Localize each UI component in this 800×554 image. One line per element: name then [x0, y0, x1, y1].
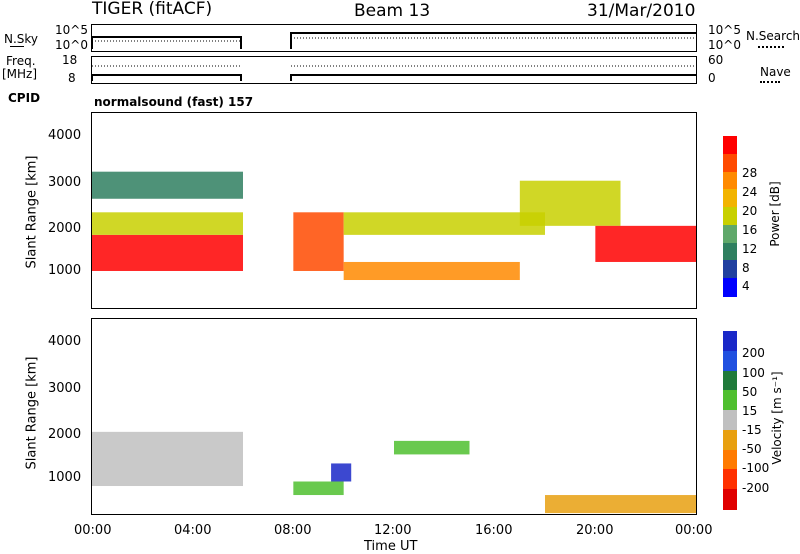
colorbar-segment [723, 260, 737, 279]
power-echo-region [92, 234, 243, 271]
vel-cb-tick-neg200: -200 [742, 481, 770, 495]
power-ytick-3000: 3000 [48, 175, 82, 190]
colorbar-segment [723, 489, 737, 510]
colorbar-segment [723, 331, 737, 352]
freq-panel [91, 56, 697, 84]
power-echo-region [519, 180, 621, 226]
velocity-echo-region [545, 495, 696, 514]
xlabel: Time UT [364, 539, 418, 554]
velocity-ytick-2000: 2000 [48, 427, 82, 442]
power-echo-region [293, 212, 344, 271]
power-ytick-4000: 4000 [48, 128, 82, 143]
power-cb-tick-4: 4 [742, 279, 750, 293]
colorbar-segment [723, 390, 737, 411]
nsearch-tick-bottom: 10^0 [708, 38, 741, 52]
velocity-plot [91, 318, 697, 515]
velocity-cb-label: Velocity [m s⁻¹] [770, 371, 784, 465]
nsearch-legend-dots [758, 46, 784, 48]
radar-title: TIGER (fitACF) [92, 0, 213, 19]
power-heatmap [92, 171, 696, 281]
power-cb-tick-28: 28 [742, 166, 758, 180]
velocity-echo-region [293, 481, 344, 496]
velocity-echo-region [394, 440, 470, 455]
colorbar-segment [723, 429, 737, 451]
velocity-heatmap [92, 431, 696, 514]
xtick-0800: 08:00 [274, 523, 312, 538]
colorbar-segment [723, 207, 737, 226]
cpid-value: normalsound (fast) 157 [94, 95, 254, 109]
xtick-0000: 00:00 [74, 523, 112, 538]
xtick-2000: 20:00 [576, 523, 614, 538]
nave-tick-top: 60 [708, 53, 724, 67]
freq-label: Freq. [6, 54, 36, 68]
power-ytick-2000: 2000 [48, 221, 82, 236]
vel-cb-tick-100: 100 [742, 366, 765, 380]
power-cb-tick-12: 12 [742, 242, 758, 256]
colorbar-segment [723, 242, 737, 262]
cpid-label: CPID [8, 91, 41, 105]
velocity-echo-region [331, 463, 352, 482]
power-ytick-1000: 1000 [48, 263, 82, 278]
colorbar-segment [723, 224, 737, 244]
colorbar-segment [723, 278, 737, 297]
velocity-echo-region [92, 431, 243, 487]
nsky-tick-bottom: 10^0 [55, 38, 88, 52]
power-ylabel: Slant Range [km] [24, 155, 40, 269]
nsearch-tick-top: 10^5 [708, 23, 741, 37]
colorbar-segment [723, 171, 737, 191]
nsky-label: N.Sky [4, 32, 39, 46]
vel-cb-tick-50: 50 [742, 385, 758, 399]
vel-cb-tick-neg15: -15 [742, 423, 762, 437]
power-cb-label: Power [dB] [768, 181, 782, 247]
nsky-traces [92, 32, 696, 49]
colorbar-segment [723, 350, 737, 372]
freq-unit: [MHz] [2, 67, 38, 81]
nsky-tick-top: 10^5 [55, 23, 88, 37]
vel-cb-tick-200: 200 [742, 346, 765, 360]
power-cb-tick-24: 24 [742, 185, 758, 199]
beam-title: Beam 13 [354, 1, 431, 21]
freq-tick-top: 18 [62, 53, 78, 67]
freq-tick-bottom: 8 [68, 71, 76, 85]
power-cb-tick-16: 16 [742, 223, 758, 237]
freq-traces [92, 65, 696, 81]
power-echo-region [343, 261, 520, 281]
power-echo-region [343, 212, 545, 235]
date-title: 31/Mar/2010 [587, 1, 696, 21]
nsky-panel [91, 24, 697, 52]
power-plot [91, 112, 697, 309]
colorbar-segment [723, 370, 737, 392]
colorbar-segment [723, 449, 737, 471]
xtick-1200: 12:00 [374, 523, 412, 538]
colorbar-segment [723, 469, 737, 491]
nave-legend-dots [760, 81, 780, 83]
velocity-colorbar [723, 331, 737, 510]
power-colorbar [723, 136, 737, 297]
power-cb-tick-20: 20 [742, 204, 758, 218]
colorbar-segment [723, 153, 737, 173]
nave-tick-bottom: 0 [708, 71, 716, 85]
colorbar-segment [723, 136, 737, 155]
vel-cb-tick-15: 15 [742, 404, 758, 418]
colorbar-segment [723, 410, 737, 431]
power-echo-region [92, 171, 243, 199]
xtick-0400: 04:00 [174, 523, 212, 538]
vel-cb-tick-neg50: -50 [742, 442, 762, 456]
power-echo-region [92, 212, 243, 235]
colorbar-segment [723, 189, 737, 208]
nsky-label-underline [10, 46, 24, 47]
velocity-ytick-1000: 1000 [48, 470, 82, 485]
velocity-ytick-4000: 4000 [48, 334, 82, 349]
nsearch-label: N.Search [746, 29, 800, 43]
nave-label: Nave [760, 65, 791, 79]
vel-cb-tick-neg100: -100 [742, 461, 770, 475]
xtick-2400: 00:00 [675, 523, 713, 538]
xtick-1600: 16:00 [475, 523, 513, 538]
velocity-ytick-3000: 3000 [48, 381, 82, 396]
velocity-ylabel: Slant Range [km] [24, 356, 40, 470]
power-echo-region [595, 225, 696, 262]
power-cb-tick-8: 8 [742, 261, 750, 275]
